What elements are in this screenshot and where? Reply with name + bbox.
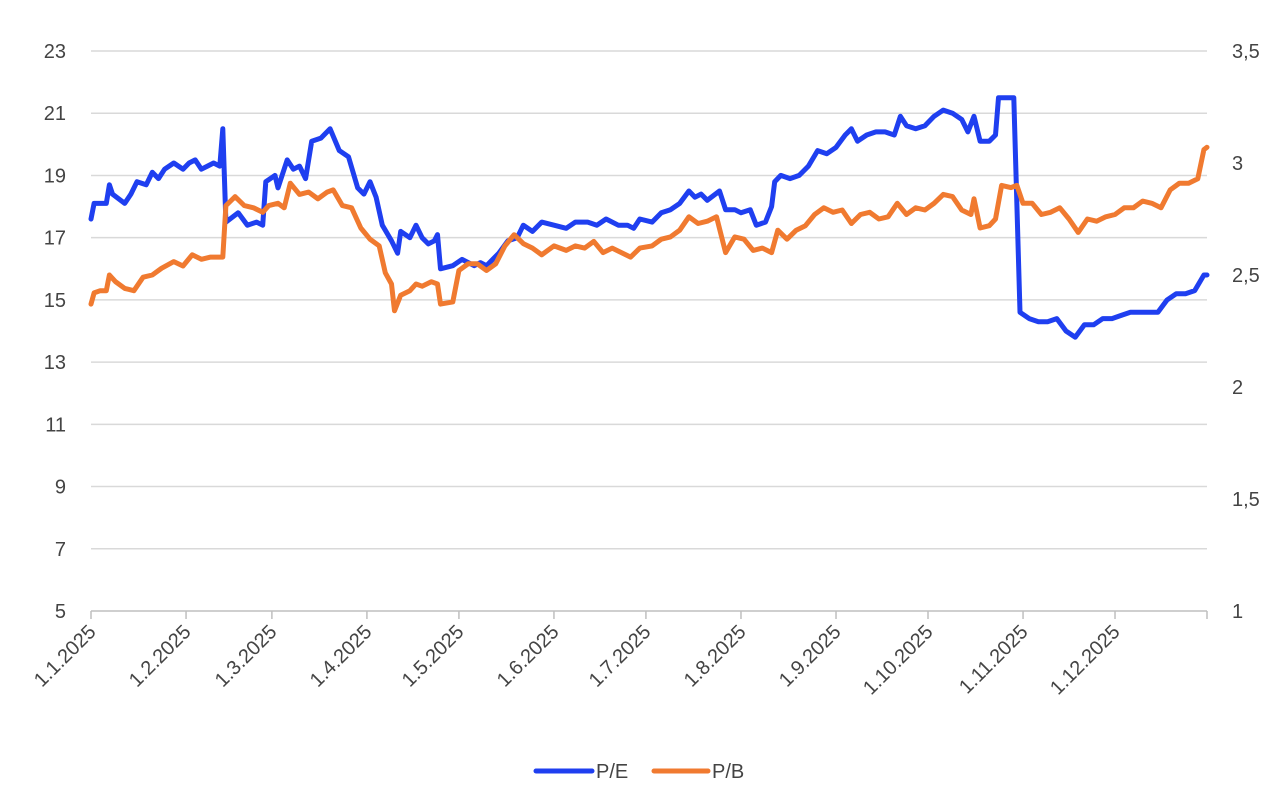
x-tick-label: 1.9.2025 bbox=[775, 621, 846, 692]
x-tick-label: 1.3.2025 bbox=[211, 621, 282, 692]
x-tick-label: 1.5.2025 bbox=[398, 621, 469, 692]
x-tick-label: 1.11.2025 bbox=[955, 621, 1032, 698]
legend-label-pb: P/B bbox=[712, 761, 744, 783]
y-right-tick-label: 2,5 bbox=[1232, 265, 1260, 287]
y-right-tick-label: 3 bbox=[1232, 153, 1243, 175]
x-tick-label: 1.2.2025 bbox=[125, 621, 196, 692]
axes: 5 7 9 11 13 15 17 19 21 23 1 1,5 2 2,5 3 3,5 1.1.2025 1.2… bbox=[30, 41, 1260, 699]
x-tick-label: 1.10.2025 bbox=[859, 621, 937, 699]
x-tick-label: 1.6.2025 bbox=[493, 621, 564, 692]
y-right-tick-label: 1 bbox=[1232, 601, 1243, 623]
y-left-tick-label: 5 bbox=[55, 601, 66, 623]
y-left-tick-label: 15 bbox=[44, 290, 66, 312]
gridlines bbox=[91, 50, 1207, 550]
y-left-tick-label: 7 bbox=[55, 539, 66, 561]
y-left-tick-label: 17 bbox=[44, 228, 66, 250]
x-tick-label: 1.1.2025 bbox=[30, 621, 101, 692]
y-left-tick-label: 13 bbox=[44, 352, 66, 374]
x-tick-label: 1.8.2025 bbox=[680, 621, 751, 692]
y-right-tick-label: 2 bbox=[1232, 377, 1243, 399]
series-line-p-e bbox=[88, 95, 1210, 340]
x-tick-label: 1.12.2025 bbox=[1046, 621, 1124, 699]
y-left-tick-label: 11 bbox=[45, 414, 66, 436]
legend-label-pe: P/E bbox=[596, 761, 628, 783]
series-line-p-b bbox=[88, 144, 1210, 314]
y-left-tick-label: 21 bbox=[44, 103, 66, 125]
y-left-tick-label: 9 bbox=[55, 477, 66, 499]
legend: P/E P/B bbox=[533, 761, 744, 783]
y-right-tick-label: 3,5 bbox=[1232, 41, 1260, 63]
series-lines bbox=[88, 95, 1210, 340]
x-tick-label: 1.7.2025 bbox=[585, 621, 656, 692]
x-tick-label: 1.4.2025 bbox=[306, 621, 377, 692]
y-left-tick-label: 19 bbox=[44, 165, 66, 187]
y-right-tick-label: 1,5 bbox=[1232, 489, 1260, 511]
y-left-tick-label: 23 bbox=[44, 41, 66, 63]
